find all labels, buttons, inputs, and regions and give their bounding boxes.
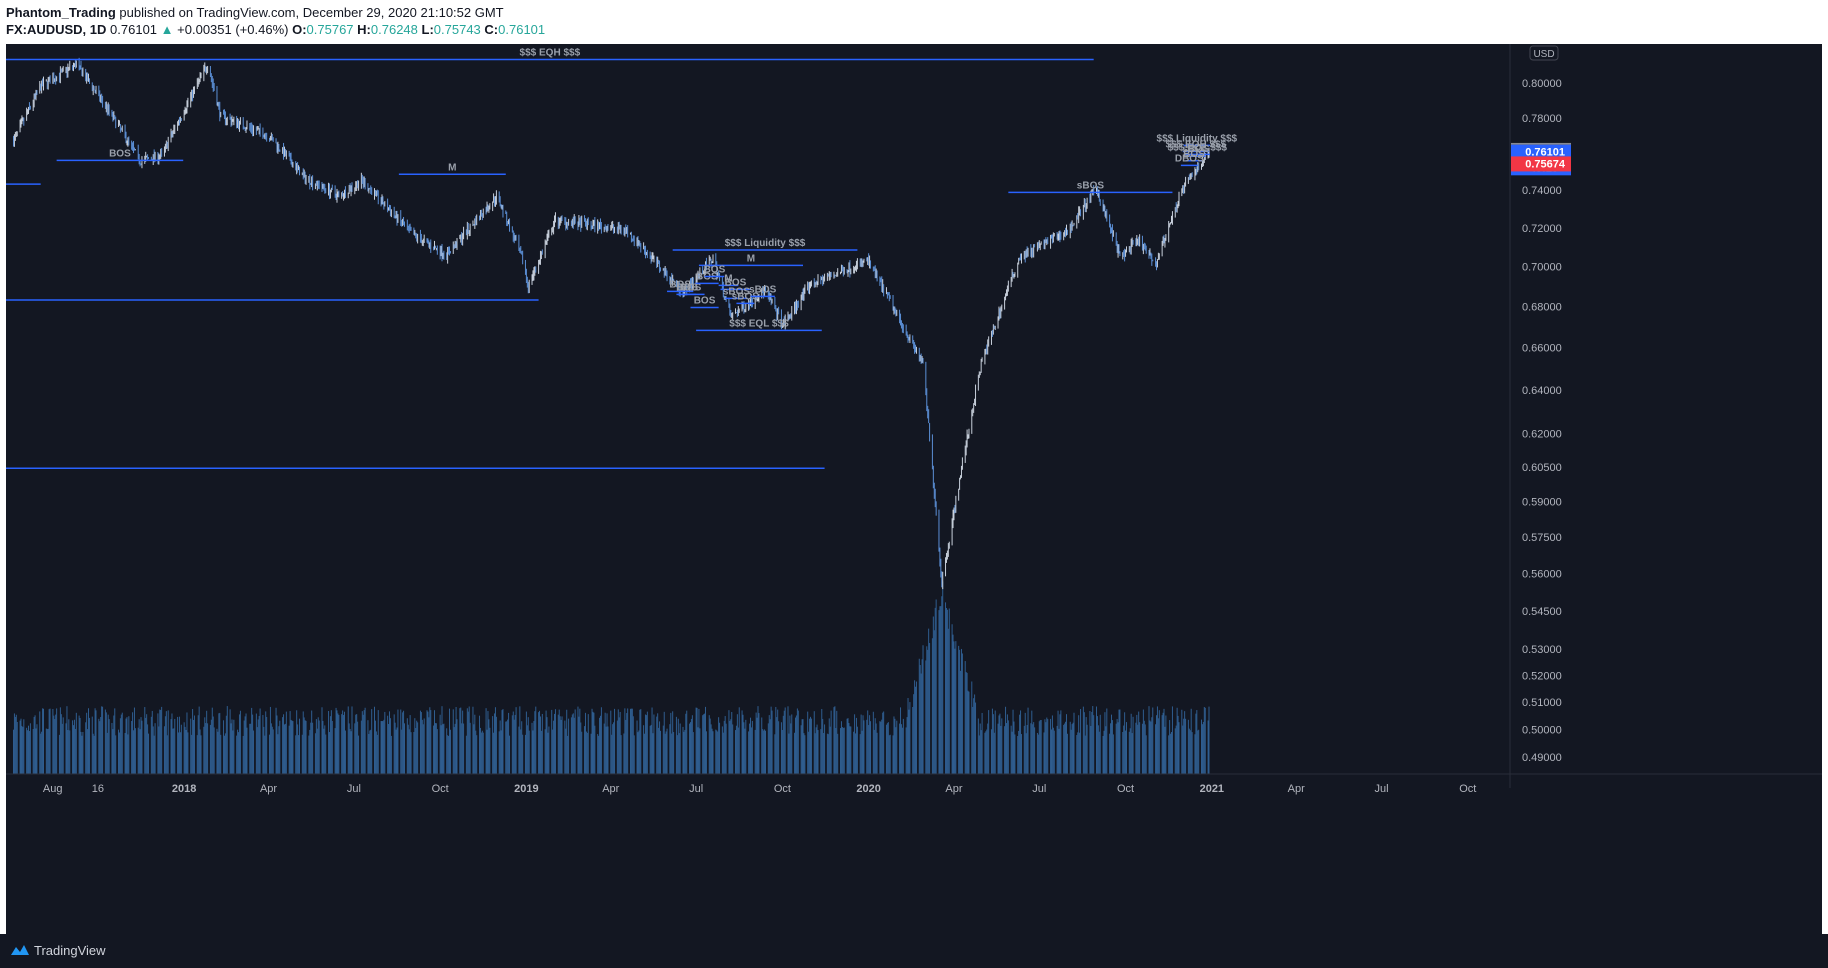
annotation-label: $$$ EQL $$$ (1168, 142, 1228, 153)
x-tick-label: Jul (1375, 783, 1389, 795)
publish-line: Phantom_Trading published on TradingView… (6, 5, 504, 20)
x-tick-label: Oct (1117, 783, 1134, 795)
x-tick-label: 2020 (856, 783, 880, 795)
x-tick-label: 2021 (1200, 783, 1224, 795)
x-tick-label: Apr (945, 783, 962, 795)
y-tick-label: 0.64000 (1522, 385, 1562, 397)
annotation-label: BOS (669, 279, 691, 290)
y-tick-label: 0.68000 (1522, 301, 1562, 313)
x-tick-label: 16 (92, 783, 104, 795)
current-price: 0.76101 (110, 22, 158, 37)
price-marker-box (1511, 144, 1571, 160)
annotation-label: M (448, 162, 456, 173)
y-tick-label: 0.51000 (1522, 697, 1562, 709)
annotation-label: sBOS (1077, 180, 1105, 191)
currency-badge (1529, 45, 1559, 61)
chart-header: Phantom_Trading published on TradingView… (0, 0, 1828, 42)
annotation-label: $$$ EQL $$$ (729, 318, 789, 329)
y-tick-label: 0.56000 (1522, 568, 1562, 580)
y-tick-label: 0.52000 (1522, 670, 1562, 682)
symbol-line: FX:AUDUSD, 1D 0.76101 ▲ +0.00351 (+0.46%… (6, 22, 545, 37)
published-text: published on TradingView.com, December 2… (115, 5, 504, 20)
y-tick-label: 0.54500 (1522, 606, 1562, 618)
footer-brand[interactable]: TradingView (34, 943, 106, 958)
y-tick-label: 0.62000 (1522, 428, 1562, 440)
x-tick-label: Jul (689, 783, 703, 795)
annotation-label: M (724, 273, 732, 284)
y-tick-label: 0.60500 (1522, 462, 1562, 474)
candle-layer (13, 57, 1210, 590)
annotation-label: $$$ Liquidity $$$ (725, 238, 806, 249)
annotation-label: sBOS (723, 286, 751, 297)
x-tick-label: Jul (347, 783, 361, 795)
annotation-label: $$$ EQH $$$ (520, 47, 581, 58)
x-tick-label: Oct (432, 783, 449, 795)
x-tick-label: Jul (1032, 783, 1046, 795)
y-tick-label: 0.59000 (1522, 497, 1562, 509)
y-tick-label: 0.70000 (1522, 262, 1562, 274)
x-tick-label: Apr (602, 783, 619, 795)
annotation-label: $$$ EQH $$$ (1166, 139, 1227, 150)
high-value: 0.76248 (370, 22, 418, 37)
annotation-label: BOS (680, 282, 702, 293)
annotation-label: DBOS (1175, 153, 1204, 164)
y-tick-label: 0.78000 (1522, 113, 1562, 125)
annotation-label: $$$ Liquidity $$$ (1157, 133, 1238, 144)
x-tick-label: Apr (1288, 783, 1305, 795)
price-marker-layer: 0.761970.761660.7610149:100.75674 (1511, 142, 1571, 176)
x-tick-label: Apr (260, 783, 277, 795)
y-tick-label: 0.66000 (1522, 343, 1562, 355)
annotation-label: BOS (109, 148, 131, 159)
author-name[interactable]: Phantom_Trading (6, 5, 116, 20)
low-label: L: (421, 22, 434, 37)
currency-badge-label: USD (1533, 49, 1554, 60)
annotation-label: sBOS (732, 291, 760, 302)
annotation-label: BOS (694, 295, 716, 306)
x-tick-label: Oct (774, 783, 791, 795)
high-label: H: (357, 22, 371, 37)
symbol-name[interactable]: FX:AUDUSD, 1D (6, 22, 107, 37)
open-label: O: (292, 22, 307, 37)
price-marker-box (1511, 156, 1571, 172)
close-label: C: (484, 22, 499, 37)
volume-layer (13, 581, 1210, 774)
annotation-label: sBOS (749, 284, 777, 295)
price-marker-label: 0.75674 (1525, 158, 1566, 170)
annotation-label: BOS (676, 282, 698, 293)
up-arrow-icon: ▲ (160, 22, 174, 37)
annotation-label: BOS (725, 277, 747, 288)
x-tick-label: Aug (43, 783, 63, 795)
y-tick-label: 0.72000 (1522, 223, 1562, 235)
x-tick-label: Oct (1459, 783, 1476, 795)
axes-layer: USD 0.80000 0.78000 0.74000 0.72000 0.70000 0.… (6, 44, 1822, 795)
tradingview-logo-icon[interactable] (10, 943, 30, 960)
y-tick-label: 0.74000 (1522, 185, 1562, 197)
x-tick-label: 2019 (514, 783, 538, 795)
price-marker-label: 0.76101 (1525, 147, 1565, 159)
annotation-label: BOS (704, 264, 726, 275)
y-tick-label: 0.53000 (1522, 644, 1562, 656)
y-tick-label: 0.49000 (1522, 752, 1562, 764)
footer-bar: TradingView (0, 934, 1828, 968)
close-value: 0.76101 (498, 22, 546, 37)
price-change: +0.00351 (+0.46%) (177, 22, 289, 37)
x-tick-label: 2018 (172, 783, 196, 795)
low-value: 0.75743 (433, 22, 481, 37)
annotation-label: BOS (1183, 149, 1205, 160)
open-value: 0.75767 (306, 22, 354, 37)
annotation-label: M (747, 253, 755, 264)
y-tick-label: 0.80000 (1522, 78, 1562, 90)
annotation-label: sBOS (1182, 144, 1210, 155)
y-tick-label: 0.50000 (1522, 724, 1562, 736)
y-tick-label: 0.57500 (1522, 532, 1562, 544)
